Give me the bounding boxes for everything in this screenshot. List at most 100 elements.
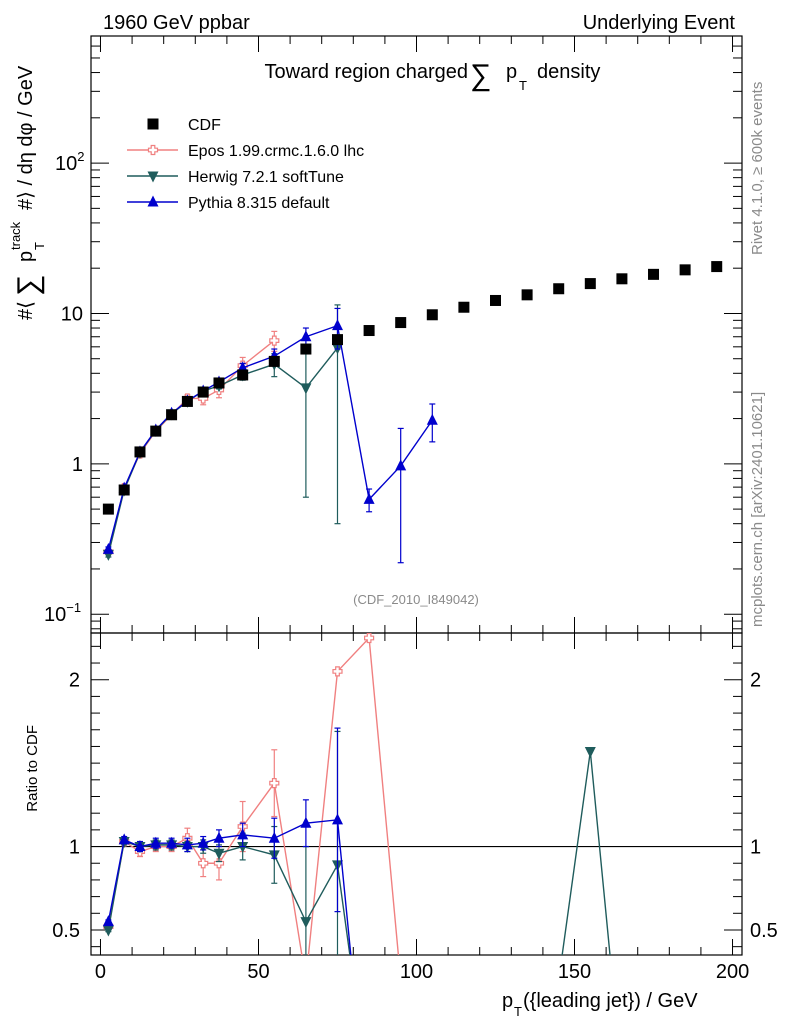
svg-text:density: density <box>537 61 600 83</box>
svg-text:#⟩ / dη dφ / GeV: #⟩ / dη dφ / GeV <box>15 65 37 210</box>
svg-text:({leading jet}) / GeV: ({leading jet}) / GeV <box>523 990 698 1012</box>
data-point-cdf <box>197 386 209 398</box>
ratio-y-tick-label: 1 <box>69 837 80 859</box>
ratio-point-pythia <box>102 915 114 927</box>
data-point-cdf <box>134 446 146 458</box>
x-tick-label: 50 <box>247 961 269 983</box>
data-point-cdf <box>458 301 470 313</box>
ratio-point-pythia <box>181 838 193 850</box>
data-point-cdf <box>395 317 407 329</box>
data-point-cdf <box>521 289 533 301</box>
y-tick-label: 10−1 <box>44 600 81 626</box>
svg-text:Toward region charged: Toward region charged <box>265 61 468 83</box>
data-point-pythia <box>395 459 407 471</box>
x-axis-label: p T ({leading jet}) / GeV <box>502 990 698 1019</box>
data-point-pythia <box>331 319 343 331</box>
ratio-y-tick-label: 2 <box>69 670 80 692</box>
ratio-y-tick-label-right: 1 <box>750 837 761 859</box>
y-tick-label: 10 <box>61 303 83 325</box>
data-point-cdf <box>268 355 280 367</box>
x-tick-label: 100 <box>400 961 433 983</box>
legend-label-cdf: CDF <box>188 117 221 134</box>
data-point-cdf <box>616 273 628 285</box>
ratio-series-pythia <box>102 727 352 955</box>
data-point-cdf <box>150 425 162 437</box>
data-point-cdf <box>213 377 225 389</box>
data-point-cdf <box>102 503 114 515</box>
svg-text:p: p <box>502 990 513 1012</box>
legend-entry-epos: Epos 1.99.crmc.1.6.0 lhc <box>127 143 364 160</box>
header-right: Underlying Event <box>583 12 736 34</box>
data-point-pythia <box>363 492 375 504</box>
data-point-pythia <box>426 413 438 425</box>
legend-label-herwig: Herwig 7.2.1 softTune <box>188 169 344 186</box>
svg-text:track: track <box>8 221 23 250</box>
data-layer <box>102 261 723 564</box>
data-point-epos <box>269 335 280 346</box>
data-point-herwig <box>300 383 312 395</box>
data-point-cdf <box>553 283 565 295</box>
series-herwig <box>102 304 343 561</box>
legend-marker-cdf <box>147 118 159 130</box>
ratio-series-herwig <box>102 730 611 955</box>
ratio-point-pythia <box>213 831 225 843</box>
series-cdf <box>102 261 723 515</box>
data-point-cdf <box>679 264 691 276</box>
data-point-pythia <box>300 330 312 342</box>
legend-marker-pythia <box>147 195 159 207</box>
chart-title: Toward region charged ∑ p T density <box>265 59 601 93</box>
header-left: 1960 GeV ppbar <box>103 12 250 34</box>
series-epos <box>103 330 280 557</box>
svg-text:∑: ∑ <box>12 275 45 296</box>
y-tick-label: 1 <box>72 454 83 476</box>
ratio-point-pythia <box>166 836 178 848</box>
data-point-cdf <box>426 309 438 321</box>
ratio-point-herwig <box>213 848 225 860</box>
data-point-cdf <box>584 278 596 290</box>
y-axis-label: #⟨ ∑ p track T #⟩ / dη dφ / GeV <box>8 65 47 320</box>
svg-text:T: T <box>32 242 47 250</box>
data-point-pythia <box>102 542 114 554</box>
ratio-point-herwig <box>102 925 114 937</box>
legend-entry-cdf: CDF <box>147 117 221 134</box>
data-point-cdf <box>711 261 723 273</box>
analysis-watermark: (CDF_2010_I849042) <box>353 592 479 607</box>
ratio-line-herwig <box>107 751 611 955</box>
ratio-point-pythia <box>300 816 312 828</box>
ratio-y-tick-label-right: 0.5 <box>750 920 778 942</box>
ratio-point-epos <box>332 666 343 677</box>
ratio-line-epos <box>107 636 400 955</box>
svg-text:T: T <box>519 78 527 93</box>
data-point-cdf <box>331 334 343 346</box>
data-point-cdf <box>181 395 193 407</box>
legend-marker-herwig <box>147 171 159 183</box>
ratio-point-pythia <box>150 836 162 848</box>
legend-entry-pythia: Pythia 8.315 default <box>127 195 330 212</box>
x-tick-label: 150 <box>558 961 591 983</box>
ratio-point-epos <box>198 858 209 869</box>
ratio-point-pythia <box>197 836 209 848</box>
data-point-cdf <box>237 369 249 381</box>
ratio-y-tick-label: 0.5 <box>52 920 80 942</box>
data-point-cdf <box>166 409 178 421</box>
svg-text:∑: ∑ <box>470 59 491 92</box>
y-tick-label: 102 <box>55 149 84 175</box>
svg-text:p: p <box>15 251 37 262</box>
rivet-label: Rivet 4.1.0, ≥ 600k events <box>749 82 766 255</box>
ratio-point-pythia <box>134 840 146 852</box>
ratio-series-epos <box>103 633 400 955</box>
legend-entry-herwig: Herwig 7.2.1 softTune <box>127 169 344 186</box>
ratio-y-tick-label-right: 2 <box>750 670 761 692</box>
ratio-point-pythia <box>237 828 249 840</box>
x-tick-label: 200 <box>716 961 749 983</box>
ratio-point-pythia <box>331 813 343 825</box>
data-point-cdf <box>648 268 660 280</box>
legend-marker-epos <box>147 144 159 156</box>
ratio-point-pythia <box>118 833 130 845</box>
data-point-cdf <box>300 343 312 355</box>
x-tick-label: 0 <box>95 961 106 983</box>
svg-text:T: T <box>514 1004 522 1019</box>
legend-label-pythia: Pythia 8.315 default <box>188 195 330 212</box>
ratio-point-epos <box>269 778 280 789</box>
